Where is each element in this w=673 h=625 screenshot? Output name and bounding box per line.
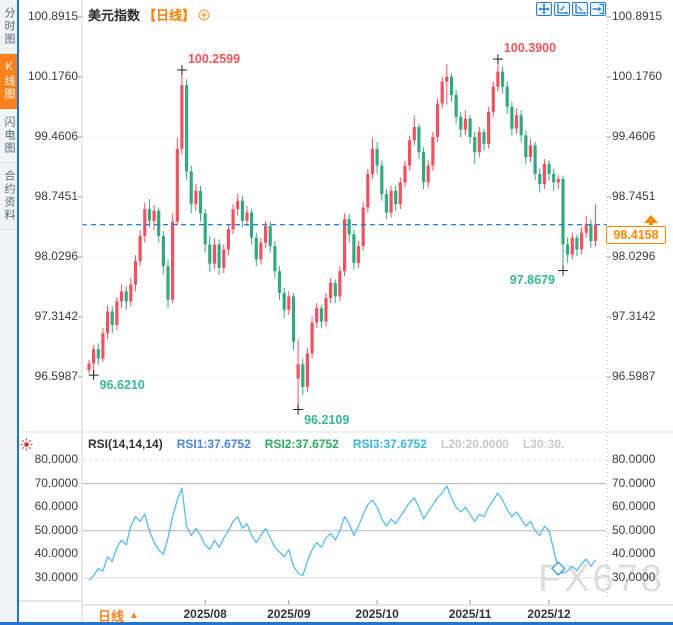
price-up-arrow-stem xyxy=(649,221,653,225)
price-axis-label: 98.7451 xyxy=(612,189,656,203)
price-axis-label: 99.4606 xyxy=(612,128,656,143)
price-annotation: 100.3900 xyxy=(503,41,557,56)
rsi-axis-label: 70.0000 xyxy=(34,475,78,490)
rsi-line xyxy=(88,485,597,581)
current-price-tag: 98.4158 xyxy=(606,226,666,245)
axis-scale-right-icon[interactable] xyxy=(572,2,588,16)
price-axis-label: 100.1760 xyxy=(612,69,663,83)
rsi-axis-label: 80.0000 xyxy=(34,452,78,466)
price-up-arrow-marker xyxy=(644,214,658,223)
rsi-axis-label: 80.0000 xyxy=(612,452,656,466)
rsi-axis-label: 40.0000 xyxy=(34,546,78,561)
extreme-cross-markers xyxy=(88,54,568,415)
rsi-indicator-header: RSI(14,14,14) RSI1:37.6752 RSI2:37.6752 … xyxy=(88,437,564,451)
rsi-point-marker xyxy=(550,561,566,576)
axis-scale-left-icon[interactable] xyxy=(554,2,570,16)
rsi-axis-label: 30.0000 xyxy=(612,570,656,584)
price-annotation: 96.6210 xyxy=(99,378,145,393)
timeframe-tag: 【日线】 xyxy=(143,8,196,23)
price-annotation: 97.8679 xyxy=(509,272,555,287)
chart-plot-area[interactable] xyxy=(83,25,606,425)
sidebar-item-contract-info[interactable]: 合约资料 xyxy=(0,163,17,230)
price-axis-label: 97.3142 xyxy=(34,308,78,323)
rsi-axis-label: 60.0000 xyxy=(34,499,78,514)
timeframe-tab-daily[interactable]: 日线 ▲ xyxy=(98,606,139,625)
price-axis-label: 100.1760 xyxy=(27,69,78,83)
rsi-axis-label: 60.0000 xyxy=(612,499,656,514)
symbol-name: 美元指数 xyxy=(88,8,141,23)
move-tool-icon[interactable] xyxy=(536,2,552,16)
rsi1-value: RSI1:37.6752 xyxy=(176,437,251,451)
price-annotation: 100.2599 xyxy=(187,51,241,66)
sidebar: 分时图 K线图 闪电图 合约资料 xyxy=(0,0,19,622)
export-view-icon[interactable] xyxy=(590,2,606,16)
price-axis-label: 98.0296 xyxy=(34,249,78,263)
indicator-settings-icon[interactable] xyxy=(20,438,33,456)
price-axis-label: 96.5987 xyxy=(612,369,656,383)
price-annotation: 96.2109 xyxy=(304,412,350,427)
rsi-axis-label: 50.0000 xyxy=(34,522,78,537)
candles xyxy=(87,59,598,410)
rsi-params-label: RSI(14,14,14) xyxy=(88,437,163,451)
date-label: 2025/12 xyxy=(527,607,571,621)
rsi2-value: RSI2:37.6752 xyxy=(264,437,339,451)
rsi-axis-label: 40.0000 xyxy=(612,546,656,561)
chart-title: 美元指数 【日线】 xyxy=(88,5,210,24)
rsi-l30-value: L30:30. xyxy=(522,437,565,451)
month-ticks xyxy=(204,600,550,605)
price-gridlines xyxy=(78,16,611,378)
price-axis-label: 96.5987 xyxy=(34,369,78,383)
window-bottom-border xyxy=(0,622,673,625)
chevron-up-icon: ▲ xyxy=(129,610,139,621)
rsi-gridlines xyxy=(83,459,606,579)
price-axis-label: 100.8915 xyxy=(612,9,663,23)
price-axis-label: 98.7451 xyxy=(34,189,78,203)
price-axis-label: 100.8915 xyxy=(27,9,78,23)
sidebar-item-kline-chart[interactable]: K线图 xyxy=(0,54,17,109)
rsi3-value: RSI3:37.6752 xyxy=(352,437,427,451)
sidebar-item-lightning-chart[interactable]: 闪电图 xyxy=(0,109,17,163)
sidebar-item-time-share-chart[interactable]: 分时图 xyxy=(0,0,17,54)
date-label: 2025/11 xyxy=(448,607,492,621)
price-axis-label: 97.3142 xyxy=(612,308,656,323)
timeframe-tab-label: 日线 xyxy=(98,609,125,624)
date-label: 2025/09 xyxy=(267,607,311,621)
price-axis-label: 99.4606 xyxy=(34,128,78,143)
chart-toolbar xyxy=(536,2,606,16)
rsi-l20-value: L20:20.0000 xyxy=(440,437,509,451)
rsi-axis-label: 70.0000 xyxy=(612,475,656,490)
rsi-axis-label: 50.0000 xyxy=(612,522,656,537)
date-label: 2025/10 xyxy=(355,607,399,621)
rsi-axis-label: 30.0000 xyxy=(34,570,78,584)
date-label: 2025/08 xyxy=(183,607,227,621)
circle-plus-icon[interactable] xyxy=(198,9,210,21)
price-axis-label: 98.0296 xyxy=(612,249,656,263)
